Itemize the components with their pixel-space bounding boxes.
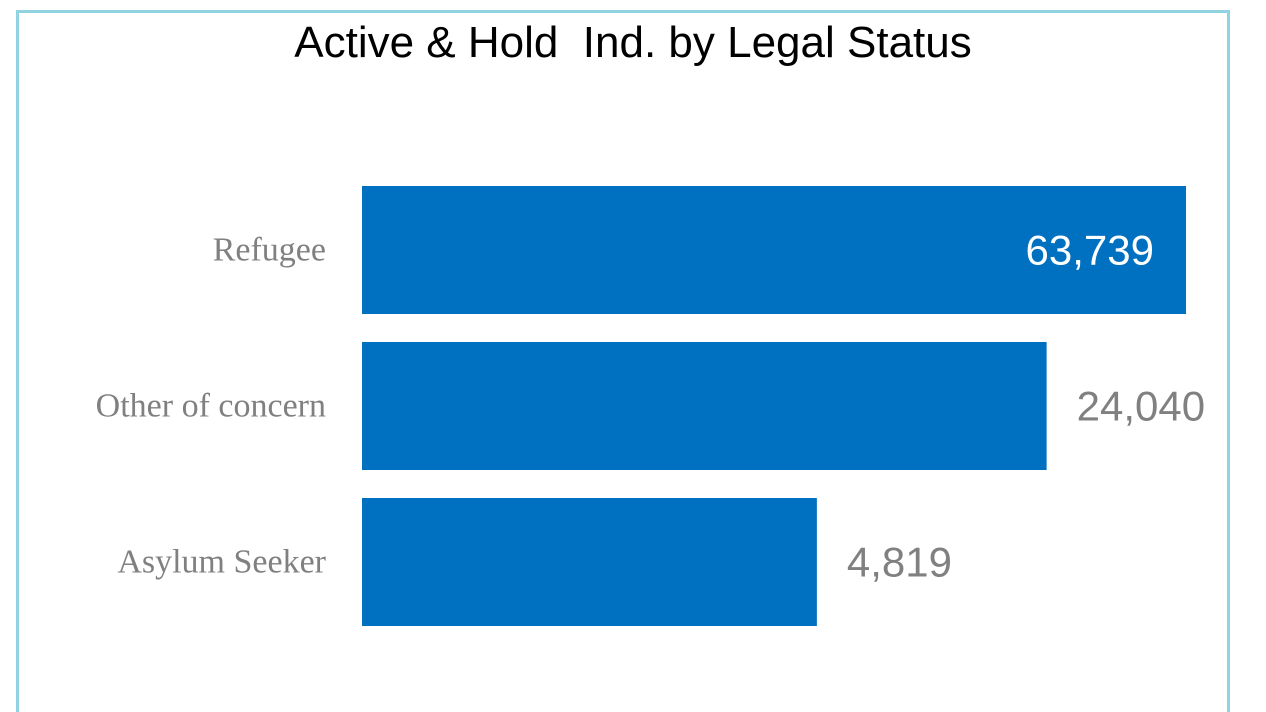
bar-other-of-concern [362, 342, 1047, 470]
value-label: 63,739 [1026, 227, 1154, 274]
category-label: Refugee [213, 232, 326, 269]
bar-asylum-seeker [362, 498, 817, 626]
chart-title: Active & Hold Ind. by Legal Status [294, 18, 972, 67]
chart-frame [16, 10, 1230, 712]
bar-refugee [362, 186, 1186, 314]
value-label: 4,819 [847, 539, 952, 586]
category-label: Other of concern [96, 388, 326, 425]
value-label: 24,040 [1077, 383, 1205, 430]
category-label: Asylum Seeker [117, 544, 326, 581]
